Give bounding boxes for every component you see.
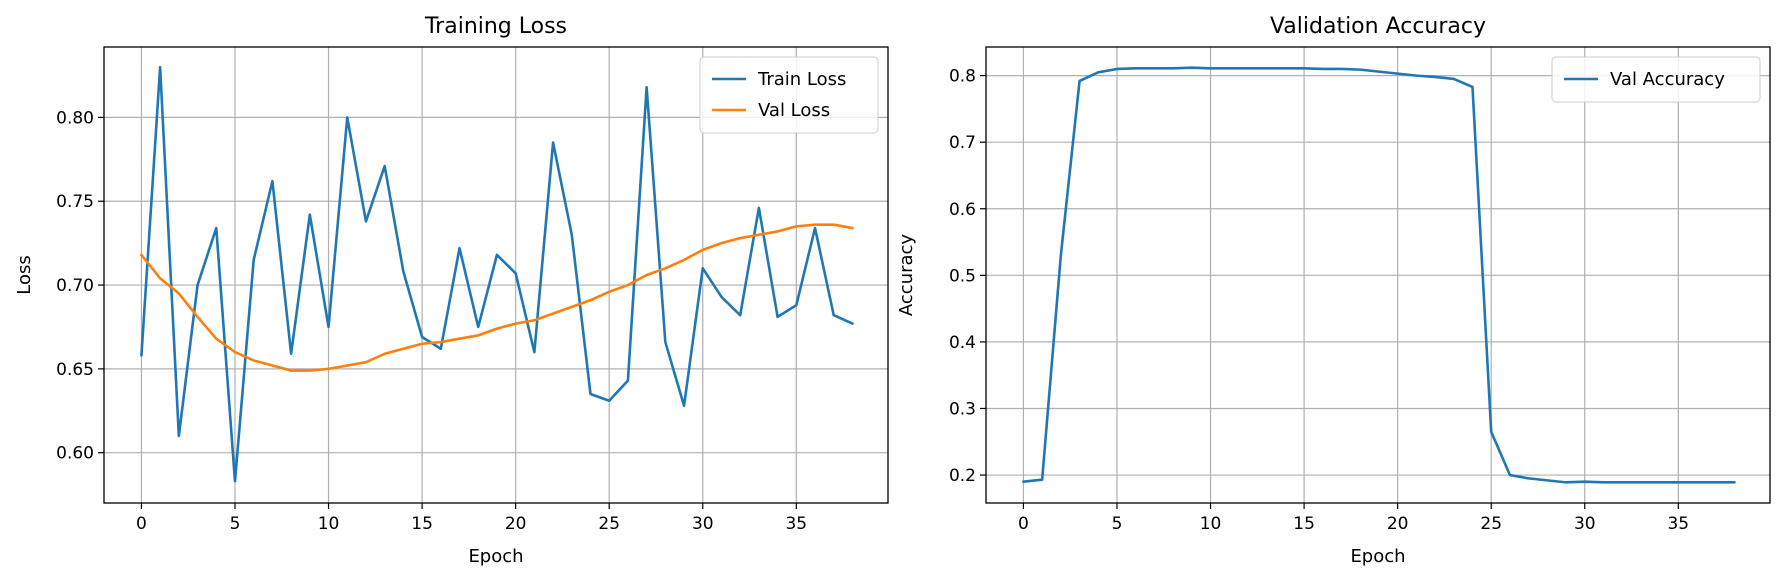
validation-accuracy-chart: 0 5 10 15 20 25 30 35 0.2 0.3 0.4 0.5 0.6 0.7 0.8 Valid… [896, 14, 1771, 567]
y-tick-label: 0.4 [949, 333, 976, 353]
y-tick-label: 0.65 [56, 360, 94, 380]
x-tick-label: 35 [1667, 514, 1689, 534]
x-tick-label: 30 [692, 514, 714, 534]
x-tick-label: 15 [411, 514, 433, 534]
series-line-0 [1022, 66, 1736, 484]
x-tick-label: 10 [1200, 514, 1222, 534]
chart-title: Validation Accuracy [1270, 14, 1486, 39]
legend-label: Val Loss [758, 100, 830, 121]
y-axis-label: Accuracy [896, 234, 917, 317]
x-tick-label: 5 [1112, 514, 1123, 534]
x-tick-label: 15 [1293, 514, 1315, 534]
series-line-0 [140, 65, 854, 483]
training-loss-chart: 0 5 10 15 20 25 30 35 0.60 0.65 0.70 0.75 0.80 Traini… [14, 14, 889, 567]
x-tick-label: 25 [1480, 514, 1502, 534]
x-tick-label: 20 [1387, 514, 1409, 534]
y-tick-label: 0.6 [949, 200, 976, 220]
y-tick-label: 0.75 [56, 192, 94, 212]
y-tick-label: 0.3 [949, 399, 976, 419]
y-axis-label: Loss [14, 255, 35, 294]
y-tick-label: 0.2 [949, 466, 976, 486]
x-tick-label: 0 [1018, 514, 1029, 534]
plot-area-frame [103, 46, 889, 504]
series-line-1 [140, 223, 854, 372]
y-tick-label: 0.60 [56, 444, 94, 464]
legend: Train Loss Val Loss [699, 56, 879, 134]
y-tick-label: 0.8 [949, 67, 976, 87]
x-tick-label: 25 [598, 514, 620, 534]
y-tick-label: 0.70 [56, 276, 94, 296]
legend: Val Accuracy [1551, 56, 1761, 103]
y-tick-label: 0.5 [949, 266, 976, 286]
y-tick-label: 0.7 [949, 133, 976, 153]
legend-label: Val Accuracy [1610, 69, 1725, 90]
x-tick-label: 20 [505, 514, 527, 534]
legend-label: Train Loss [757, 69, 846, 90]
x-tick-label: 30 [1574, 514, 1596, 534]
y-tick-label: 0.80 [56, 108, 94, 128]
x-tick-label: 0 [136, 514, 147, 534]
x-axis-label: Epoch [1350, 546, 1405, 567]
x-tick-label: 10 [318, 514, 340, 534]
legend-box [699, 56, 879, 134]
x-axis-label: Epoch [468, 546, 523, 567]
legend-box [1551, 56, 1761, 103]
x-tick-label: 5 [230, 514, 241, 534]
x-tick-label: 35 [785, 514, 807, 534]
chart-title: Training Loss [424, 14, 567, 39]
